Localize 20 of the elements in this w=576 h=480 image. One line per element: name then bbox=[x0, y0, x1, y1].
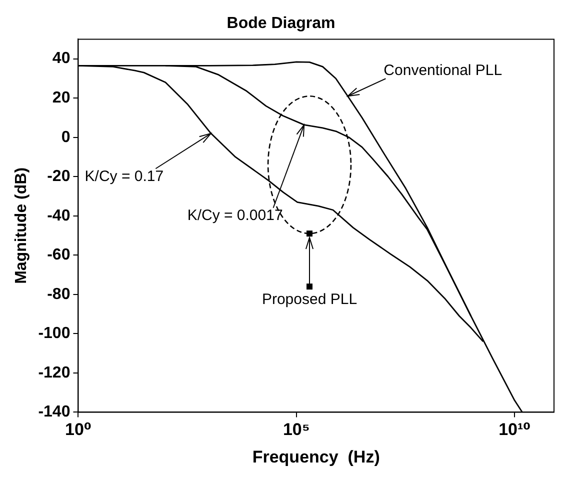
y-tick-label: -120 bbox=[38, 364, 70, 382]
annotation: Conventional PLL bbox=[384, 62, 502, 79]
chart-title: Bode Diagram bbox=[226, 15, 336, 32]
x-axis-title: Frequency (Hz) bbox=[252, 447, 380, 466]
annotation: Proposed PLL bbox=[262, 291, 358, 308]
annotation: K/Cy = 0.17 bbox=[84, 168, 164, 185]
x-tick-label: 10⁵ bbox=[282, 420, 310, 440]
y-tick-label: -40 bbox=[47, 207, 70, 224]
y-tick-label: -20 bbox=[47, 168, 70, 186]
y-tick-label: 40 bbox=[52, 50, 70, 68]
y-tick-label: -80 bbox=[47, 286, 70, 303]
y-tick-label: 0 bbox=[61, 128, 70, 146]
annotation: K/Cy = 0.0017 bbox=[187, 207, 283, 224]
y-tick-label: -140 bbox=[38, 404, 70, 421]
y-axis-title: Magnitude (dB) bbox=[13, 167, 30, 284]
x-tick-label: 10⁰ bbox=[65, 420, 92, 440]
y-tick-label: -60 bbox=[47, 246, 70, 264]
x-tick-label: 10¹⁰ bbox=[498, 420, 531, 440]
y-tick-label: 20 bbox=[52, 90, 70, 106]
y-tick-label: -100 bbox=[38, 325, 70, 342]
